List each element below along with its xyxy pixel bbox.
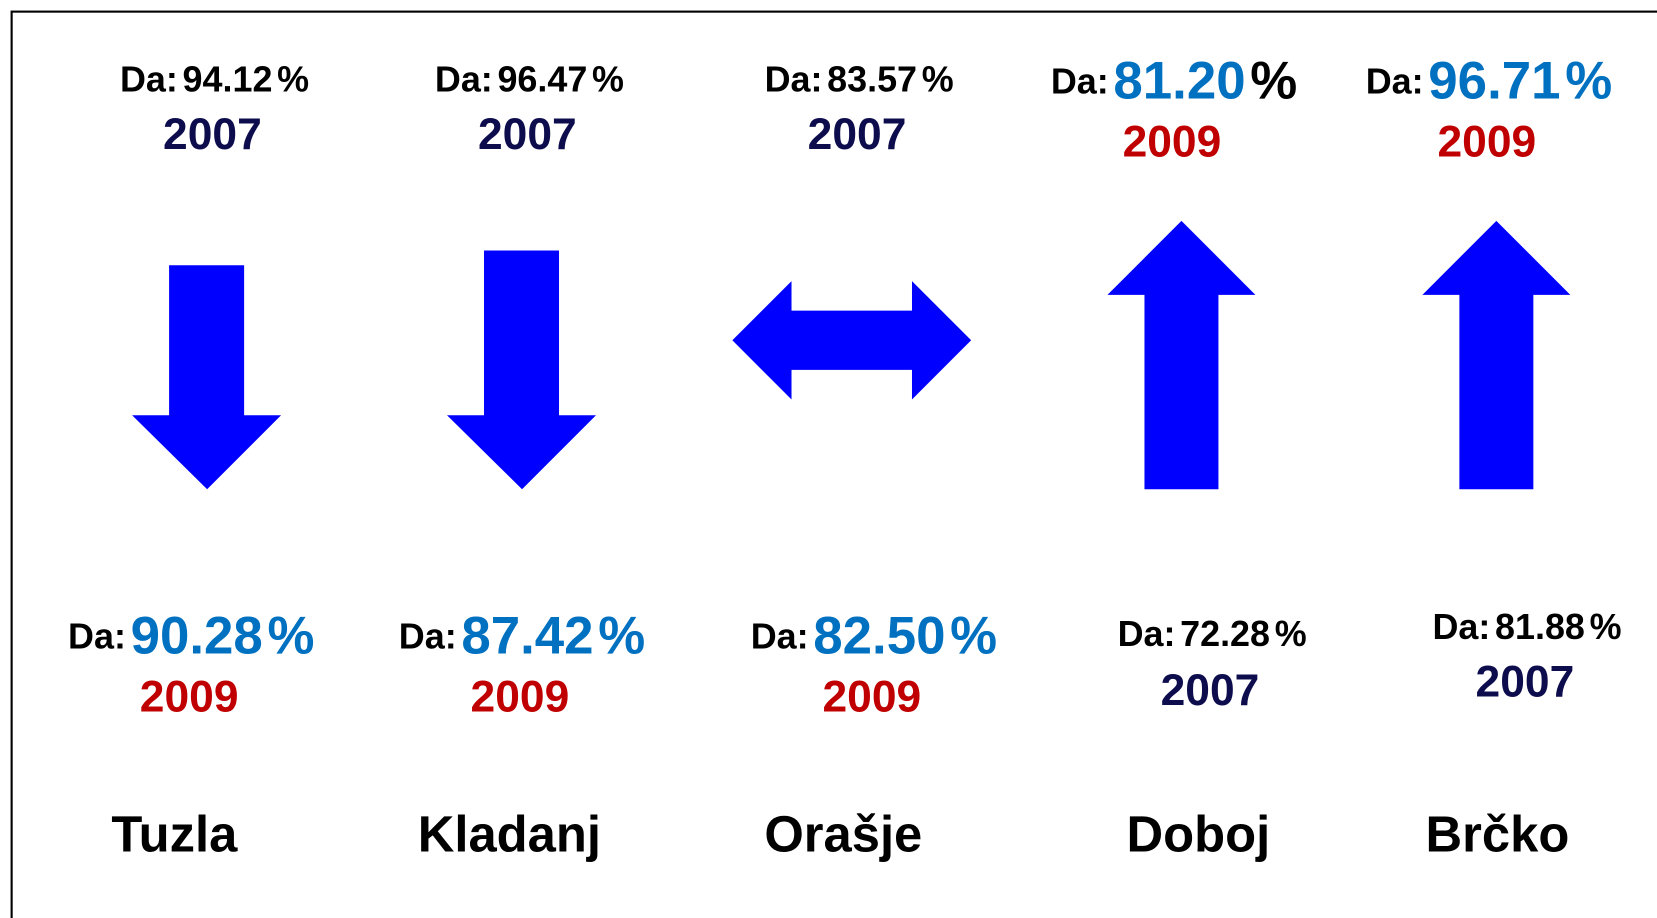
arrow-up <box>1107 220 1256 490</box>
number: 82.50 <box>813 606 945 665</box>
prefix: Da: <box>1432 606 1490 647</box>
prefix: Da: <box>1118 614 1176 655</box>
unit: % <box>1250 51 1297 110</box>
percentage-label: Da: 83.57 % <box>765 59 954 100</box>
city-name: Doboj <box>1127 805 1271 862</box>
year: 2007 <box>808 110 907 159</box>
year: 2007 <box>478 110 577 159</box>
year: 2009 <box>140 672 239 721</box>
number: 96.47 <box>497 59 587 100</box>
prefix: Da: <box>1366 61 1424 102</box>
number: 96.71 <box>1428 51 1560 110</box>
year: 2009 <box>471 672 570 721</box>
arrow-both <box>732 281 972 400</box>
percentage-label: Da: 82.50 % <box>751 606 997 665</box>
year: 2007 <box>1161 666 1260 715</box>
year: 2009 <box>1123 117 1222 166</box>
percentage-label: Da: 81.88 % <box>1432 606 1621 647</box>
year: 2007 <box>163 110 262 159</box>
city-name: Tuzla <box>111 805 238 862</box>
unit: % <box>1590 606 1622 647</box>
number: 72.28 <box>1180 614 1270 655</box>
percentage-label: Da: 96.47 % <box>435 59 624 100</box>
prefix: Da: <box>68 616 126 657</box>
prefix: Da: <box>399 616 457 657</box>
number: 90.28 <box>131 606 263 665</box>
unit: % <box>592 59 624 100</box>
unit: % <box>277 59 309 100</box>
year: 2009 <box>822 672 921 721</box>
unit: % <box>950 606 997 665</box>
percentage-label: Da: 72.28 % <box>1118 614 1307 655</box>
prefix: Da: <box>120 59 178 100</box>
year: 2007 <box>1476 657 1575 706</box>
percentage-label: Da: 96.71 % <box>1366 51 1612 110</box>
prefix: Da: <box>751 616 809 657</box>
arrow-up <box>1422 220 1571 490</box>
arrow-down <box>132 265 282 490</box>
percentage-label: Da: 87.42 % <box>399 606 645 665</box>
city-name: Orašje <box>764 805 922 862</box>
percentage-label: Da: 81.20 % <box>1051 51 1297 110</box>
city-name: Brčko <box>1426 805 1570 862</box>
unit: % <box>1275 614 1307 655</box>
number: 87.42 <box>461 606 593 665</box>
number: 83.57 <box>827 59 917 100</box>
prefix: Da: <box>435 59 493 100</box>
city-name: Kladanj <box>418 805 601 862</box>
percentage-label: Da: 90.28 % <box>68 606 314 665</box>
percentage-label: Da: 94.12 % <box>120 59 309 100</box>
year: 2009 <box>1437 117 1536 166</box>
number: 81.20 <box>1113 51 1245 110</box>
prefix: Da: <box>1051 61 1109 102</box>
prefix: Da: <box>765 59 823 100</box>
unit: % <box>1565 51 1612 110</box>
unit: % <box>922 59 954 100</box>
unit: % <box>598 606 645 665</box>
frame <box>10 10 1657 918</box>
number: 81.88 <box>1495 606 1585 647</box>
number: 94.12 <box>183 59 273 100</box>
unit: % <box>268 606 315 665</box>
arrow-down <box>447 250 597 490</box>
